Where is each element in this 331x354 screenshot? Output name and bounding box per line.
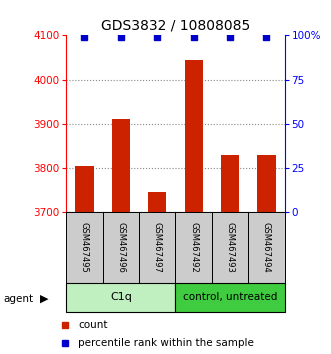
Bar: [66, 283, 175, 312]
Bar: [66, 212, 103, 283]
Bar: [103, 212, 139, 283]
Text: percentile rank within the sample: percentile rank within the sample: [78, 338, 254, 348]
Bar: [139, 212, 175, 283]
Text: C1q: C1q: [110, 292, 132, 302]
Text: GSM467497: GSM467497: [153, 222, 162, 273]
Text: ▶: ▶: [40, 294, 49, 304]
Text: control, untreated: control, untreated: [183, 292, 277, 302]
Text: GSM467495: GSM467495: [80, 222, 89, 273]
Text: GSM467496: GSM467496: [116, 222, 125, 273]
Text: count: count: [78, 320, 108, 330]
Text: GSM467494: GSM467494: [262, 222, 271, 273]
Title: GDS3832 / 10808085: GDS3832 / 10808085: [101, 19, 250, 33]
Bar: [175, 283, 285, 312]
Bar: [248, 212, 285, 283]
Bar: [148, 193, 166, 212]
Bar: [258, 155, 275, 212]
Bar: [212, 212, 248, 283]
Text: GSM467493: GSM467493: [225, 222, 235, 273]
Bar: [221, 155, 239, 212]
Bar: [112, 120, 130, 212]
Text: GSM467492: GSM467492: [189, 222, 198, 273]
Bar: [185, 60, 203, 212]
Bar: [75, 166, 93, 212]
Text: agent: agent: [3, 294, 33, 304]
Bar: [175, 212, 212, 283]
